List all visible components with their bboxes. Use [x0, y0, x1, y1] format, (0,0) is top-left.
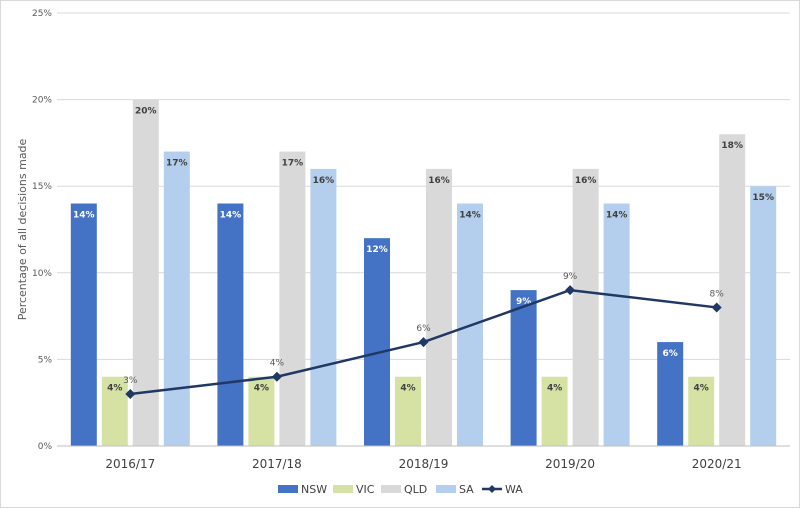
- y-tick-label: 0%: [38, 442, 53, 452]
- y-tick-label: 5%: [38, 355, 53, 365]
- bar-label-sa: 17%: [166, 159, 188, 169]
- bar-sa: [163, 151, 190, 446]
- bar-sa: [603, 203, 630, 446]
- bar-qld: [132, 99, 159, 446]
- bar-qld: [719, 134, 746, 447]
- bar-label-sa: 16%: [313, 176, 335, 186]
- legend-label-sa: SA: [459, 483, 474, 496]
- legend-swatch-vic: [333, 485, 353, 493]
- bar-nsw: [510, 290, 537, 446]
- bar-label-vic: 4%: [694, 384, 709, 394]
- bar-nsw: [364, 238, 390, 446]
- y-tick-label: 20%: [32, 96, 52, 106]
- y-axis-title: Percentage of all decisions made: [16, 138, 29, 320]
- point-label-wa: 9%: [563, 272, 578, 282]
- bar-label-qld: 16%: [575, 176, 597, 186]
- point-label-wa: 4%: [270, 359, 285, 369]
- point-label-wa: 3%: [123, 376, 138, 386]
- bar-nsw: [657, 342, 684, 446]
- bar-nsw: [217, 203, 244, 446]
- bar-vic: [248, 376, 275, 446]
- bar-sa: [750, 186, 777, 446]
- point-wa: [711, 302, 722, 313]
- bar-qld: [572, 168, 599, 446]
- legend-swatch-sa: [436, 485, 456, 493]
- point-label-wa: 6%: [416, 324, 431, 334]
- point-wa: [418, 337, 429, 348]
- bar-label-sa: 15%: [752, 193, 774, 203]
- legend-label-qld: QLD: [404, 483, 427, 496]
- bar-label-vic: 4%: [400, 384, 415, 394]
- bar-vic: [101, 376, 128, 446]
- x-tick-label: 2019/20: [545, 457, 595, 471]
- bar-label-vic: 4%: [107, 384, 122, 394]
- point-label-wa: 8%: [710, 289, 725, 299]
- bar-label-nsw: 14%: [220, 211, 242, 221]
- x-tick-label: 2016/17: [105, 457, 155, 471]
- x-tick-label: 2017/18: [252, 457, 302, 471]
- legend-swatch-nsw: [278, 485, 298, 493]
- bar-vic: [688, 376, 715, 446]
- bar-label-sa: 14%: [606, 211, 628, 221]
- x-tick-label: 2020/21: [692, 457, 742, 471]
- point-wa: [565, 285, 576, 296]
- bar-label-nsw: 6%: [663, 349, 678, 359]
- bar-vic: [395, 376, 421, 446]
- x-tick-label: 2018/19: [399, 457, 449, 471]
- y-tick-label: 15%: [32, 182, 52, 192]
- bar-label-sa: 14%: [459, 211, 481, 221]
- y-tick-label: 25%: [32, 9, 52, 19]
- bar-sa: [310, 168, 337, 446]
- bar-label-qld: 18%: [721, 141, 743, 151]
- bar-label-qld: 20%: [135, 107, 157, 117]
- point-wa: [271, 371, 282, 382]
- y-tick-label: 10%: [32, 269, 52, 279]
- legend-label-wa: WA: [505, 483, 523, 496]
- bar-nsw: [70, 203, 97, 446]
- bar-label-nsw: 9%: [516, 297, 531, 307]
- bar-label-qld: 17%: [282, 159, 304, 169]
- bar-label-qld: 16%: [428, 176, 450, 186]
- bar-label-nsw: 14%: [73, 211, 95, 221]
- bar-label-vic: 4%: [254, 384, 269, 394]
- bar-qld: [279, 151, 306, 446]
- bar-vic: [541, 376, 568, 446]
- legend-label-vic: VIC: [356, 483, 375, 496]
- legend-label-nsw: NSW: [301, 483, 327, 496]
- bar-qld: [426, 168, 452, 446]
- legend-swatch-qld: [381, 485, 401, 493]
- legend-marker-wa: [488, 485, 496, 493]
- bar-label-nsw: 12%: [366, 245, 388, 255]
- point-wa: [125, 389, 136, 400]
- bar-label-vic: 4%: [547, 384, 562, 394]
